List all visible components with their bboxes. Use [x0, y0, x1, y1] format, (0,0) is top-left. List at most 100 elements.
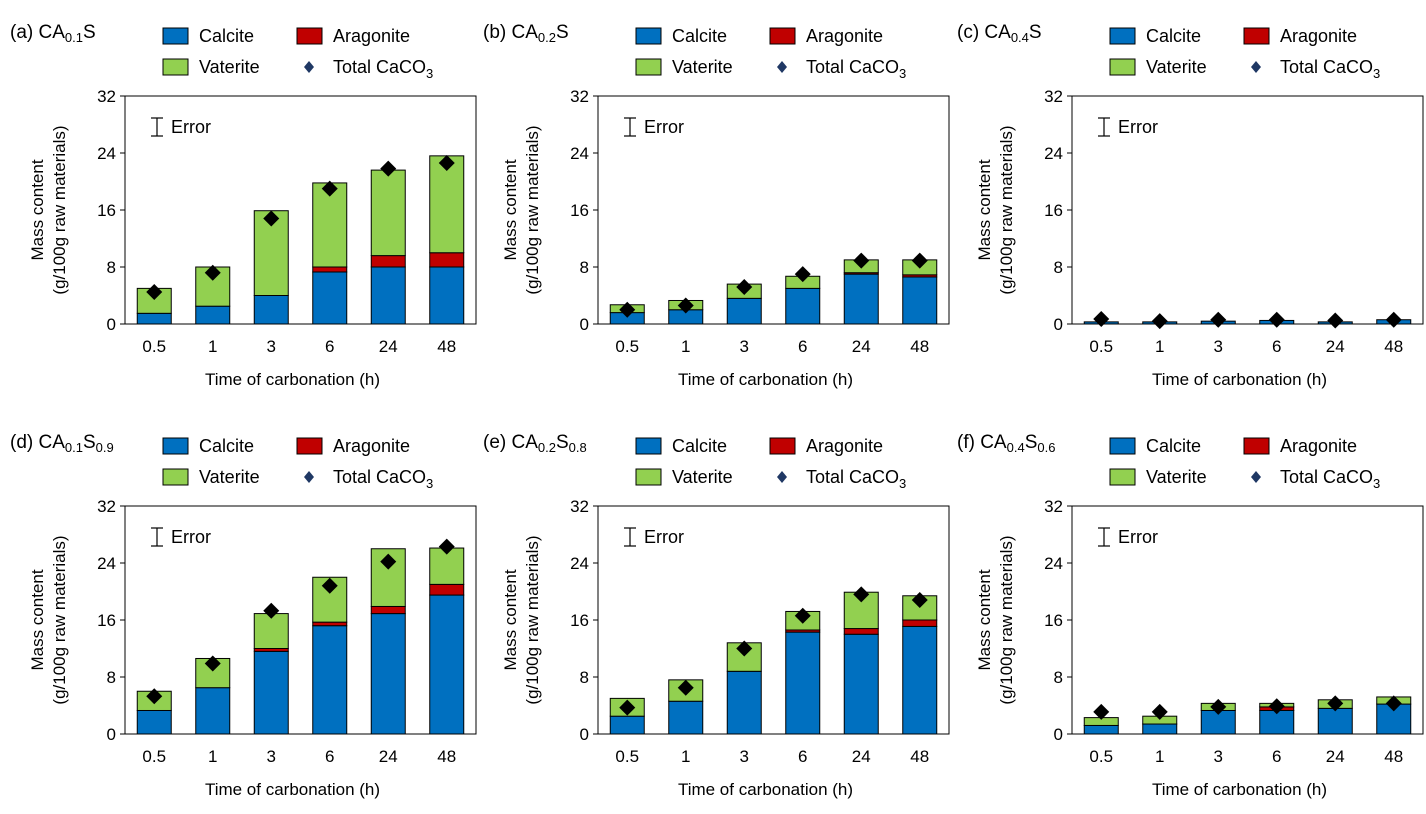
legend-vaterite-swatch: [635, 468, 662, 486]
x-axis-label: Time of carbonation (h): [1152, 370, 1327, 389]
legend-aragonite-swatch: [296, 27, 323, 45]
y-tick-label: 16: [1044, 201, 1063, 220]
legend-vaterite-label: Vaterite: [672, 467, 733, 487]
legend-calcite-swatch: [162, 437, 189, 455]
legend-aragonite-label: Aragonite: [806, 436, 883, 456]
bar-calcite-0.5: [609, 715, 645, 735]
legend-vaterite-label: Vaterite: [672, 57, 733, 77]
y-tick-label: 24: [97, 144, 116, 163]
y-tick-label: 8: [107, 258, 116, 277]
total-marker-6: [1268, 311, 1285, 328]
legend-calcite-label: Calcite: [199, 436, 254, 456]
legend-total-marker: [1251, 471, 1261, 483]
y-tick-label: 32: [97, 87, 116, 106]
x-tick-label: 1: [681, 337, 690, 356]
y-tick-label: 16: [97, 611, 116, 630]
legend-total-marker: [777, 61, 787, 73]
y-tick-label: 32: [97, 497, 116, 516]
total-marker-3: [1210, 311, 1227, 328]
bar-aragonite-24: [370, 255, 406, 268]
total-marker-24: [380, 160, 397, 177]
x-axis-label: Time of carbonation (h): [678, 370, 853, 389]
x-tick-label: 1: [208, 747, 217, 766]
y-axis-label: Mass content (g/100g raw materials): [975, 125, 1016, 294]
bar-calcite-24: [1317, 707, 1353, 735]
bar-aragonite-48: [429, 583, 465, 596]
x-tick-label: 24: [379, 747, 398, 766]
x-tick-label: 24: [852, 747, 871, 766]
legend-vaterite-label: Vaterite: [199, 467, 260, 487]
y-tick-label: 0: [580, 315, 589, 334]
bar-calcite-1: [195, 305, 231, 325]
legend-calcite-swatch: [162, 27, 189, 45]
y-tick-label: 0: [580, 725, 589, 744]
y-axis-label: Mass content (g/100g raw materials): [28, 535, 69, 704]
bar-aragonite-6: [312, 621, 348, 627]
legend-total-marker: [304, 61, 314, 73]
bar-vaterite-24: [370, 169, 406, 257]
legend-aragonite-swatch: [769, 437, 796, 455]
x-axis-label: Time of carbonation (h): [1152, 780, 1327, 799]
bar-calcite-6: [312, 625, 348, 735]
bar-aragonite-24: [370, 605, 406, 615]
bar-calcite-3: [253, 650, 289, 735]
panel-label: (d) CA0.1S0.9: [10, 432, 114, 455]
bar-calcite-6: [785, 287, 821, 325]
legend-calcite-swatch: [1109, 27, 1136, 45]
legend-aragonite-label: Aragonite: [1280, 436, 1357, 456]
legend-calcite-swatch: [635, 437, 662, 455]
x-axis-label: Time of carbonation (h): [678, 780, 853, 799]
total-marker-6: [321, 577, 338, 594]
x-tick-label: 3: [267, 747, 276, 766]
x-tick-label: 0.5: [615, 747, 639, 766]
error-legend-label: Error: [171, 117, 211, 137]
legend-aragonite-label: Aragonite: [333, 436, 410, 456]
y-tick-label: 8: [580, 258, 589, 277]
x-tick-label: 1: [208, 337, 217, 356]
bar-aragonite-48: [429, 252, 465, 268]
legend-total-marker: [304, 471, 314, 483]
error-legend-label: Error: [644, 117, 684, 137]
x-axis-label: Time of carbonation (h): [205, 780, 380, 799]
x-tick-label: 6: [325, 747, 334, 766]
y-tick-label: 32: [1044, 87, 1063, 106]
total-marker-0.5: [1093, 703, 1110, 720]
legend-vaterite-label: Vaterite: [1146, 57, 1207, 77]
total-marker-1: [1151, 313, 1168, 330]
total-marker-48: [438, 154, 455, 171]
bar-calcite-24: [370, 613, 406, 735]
total-marker-24: [380, 553, 397, 570]
total-marker-24: [1327, 312, 1344, 329]
total-marker-24: [1327, 695, 1344, 712]
y-tick-label: 0: [107, 315, 116, 334]
total-marker-6: [1268, 698, 1285, 715]
legend-total-label: Total CaCO3: [1280, 467, 1380, 491]
x-tick-label: 48: [437, 747, 456, 766]
bar-calcite-48: [902, 625, 938, 735]
legend-calcite-label: Calcite: [672, 26, 727, 46]
x-tick-label: 3: [1214, 337, 1223, 356]
bar-calcite-1: [195, 687, 231, 735]
total-marker-48: [438, 538, 455, 555]
y-tick-label: 24: [1044, 144, 1063, 163]
panel-label: (b) CA0.2S: [483, 22, 569, 45]
legend-aragonite-label: Aragonite: [333, 26, 410, 46]
total-marker-24: [853, 586, 870, 603]
x-tick-label: 0.5: [1089, 337, 1113, 356]
y-tick-label: 8: [1054, 258, 1063, 277]
y-tick-label: 16: [1044, 611, 1063, 630]
x-tick-label: 24: [1326, 337, 1345, 356]
x-tick-label: 0.5: [1089, 747, 1113, 766]
error-legend-label: Error: [1118, 527, 1158, 547]
bar-calcite-0.5: [136, 709, 172, 735]
x-tick-label: 1: [681, 747, 690, 766]
legend-vaterite-swatch: [1109, 468, 1136, 486]
bar-vaterite-3: [253, 210, 289, 296]
panel-label: (f) CA0.4S0.6: [957, 432, 1055, 455]
y-tick-label: 24: [97, 554, 116, 573]
total-marker-6: [321, 180, 338, 197]
y-tick-label: 8: [1054, 668, 1063, 687]
y-tick-label: 0: [1054, 725, 1063, 744]
total-marker-1: [677, 297, 694, 314]
panel-d: (d) CA0.1S0.9 Calcite Aragonite Vaterite Tot…: [10, 432, 477, 799]
